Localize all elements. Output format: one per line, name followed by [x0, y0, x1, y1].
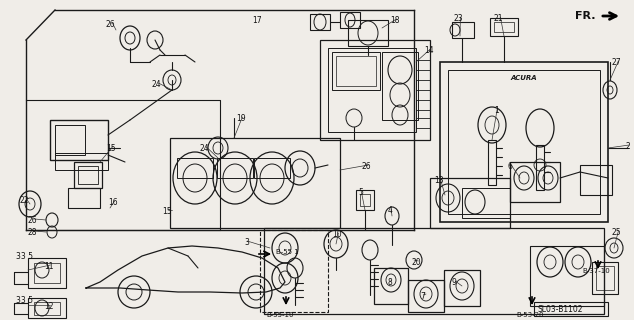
Bar: [360, 194, 370, 206]
Bar: [430, 178, 510, 228]
Text: 10: 10: [332, 230, 342, 239]
Bar: [78, 166, 98, 184]
Bar: [50, 120, 108, 160]
Text: 21: 21: [494, 14, 503, 23]
Text: 18: 18: [390, 16, 399, 25]
Bar: [596, 266, 614, 290]
Bar: [444, 270, 480, 306]
Text: 14: 14: [424, 46, 434, 55]
Text: 3: 3: [244, 238, 249, 247]
Text: 15: 15: [106, 144, 115, 153]
Bar: [462, 188, 510, 218]
Bar: [68, 188, 100, 208]
Text: 25: 25: [612, 228, 621, 237]
Bar: [260, 230, 328, 312]
Text: 9: 9: [452, 278, 457, 287]
Bar: [336, 56, 376, 86]
Text: 17: 17: [252, 16, 262, 25]
Text: 33 5: 33 5: [16, 252, 33, 261]
Bar: [488, 140, 496, 185]
Text: 2: 2: [626, 142, 631, 151]
Bar: [320, 40, 430, 140]
Bar: [170, 138, 340, 228]
Bar: [452, 22, 474, 38]
Bar: [177, 158, 213, 178]
Bar: [310, 14, 330, 30]
Bar: [254, 158, 290, 178]
Bar: [28, 258, 66, 288]
Text: B-55-10: B-55-10: [266, 312, 294, 318]
Bar: [340, 12, 360, 28]
Bar: [494, 22, 514, 32]
Bar: [382, 52, 418, 120]
Bar: [416, 80, 430, 90]
Text: 33 5: 33 5: [16, 296, 33, 305]
Bar: [530, 246, 604, 306]
Bar: [348, 20, 388, 46]
Text: 28: 28: [28, 228, 37, 237]
Bar: [28, 298, 66, 318]
Text: 20: 20: [412, 258, 422, 267]
Text: 4: 4: [388, 206, 393, 215]
Text: 5: 5: [358, 188, 363, 197]
Bar: [328, 48, 416, 132]
Bar: [34, 263, 60, 283]
Text: 26: 26: [362, 162, 372, 171]
Text: 6: 6: [508, 162, 513, 171]
Text: 24: 24: [200, 144, 210, 153]
Text: 23: 23: [454, 14, 463, 23]
Bar: [580, 165, 612, 195]
Bar: [510, 162, 560, 202]
Bar: [34, 302, 60, 315]
Text: 7: 7: [420, 292, 425, 301]
Bar: [356, 190, 374, 210]
Bar: [416, 118, 430, 128]
Text: 19: 19: [236, 114, 245, 123]
Text: 13: 13: [434, 176, 444, 185]
Text: B-37-10: B-37-10: [582, 268, 610, 274]
Bar: [448, 70, 600, 214]
Bar: [74, 162, 102, 188]
Text: FR.: FR.: [574, 11, 595, 21]
Bar: [264, 228, 604, 314]
Text: 16: 16: [108, 198, 118, 207]
Bar: [534, 302, 608, 316]
Text: 27: 27: [612, 58, 621, 67]
Text: 26: 26: [106, 20, 115, 29]
Bar: [592, 262, 618, 294]
Text: SL03-B1102: SL03-B1102: [538, 305, 583, 314]
Bar: [55, 153, 108, 170]
Bar: [374, 268, 408, 304]
Bar: [536, 145, 544, 190]
Text: 1: 1: [494, 106, 499, 115]
Text: 11: 11: [44, 262, 53, 271]
Text: 26: 26: [28, 216, 37, 225]
Text: 22: 22: [20, 196, 30, 205]
Bar: [408, 280, 444, 312]
Text: 12: 12: [44, 302, 53, 311]
Bar: [416, 100, 430, 110]
Text: 15: 15: [162, 207, 172, 216]
Text: B-53-20: B-53-20: [516, 312, 543, 318]
Text: B-55 1: B-55 1: [276, 249, 299, 255]
Bar: [440, 62, 608, 222]
Bar: [332, 52, 380, 90]
Bar: [416, 60, 430, 70]
Bar: [55, 125, 85, 155]
Bar: [217, 158, 253, 178]
Text: ACURA: ACURA: [511, 75, 537, 81]
Text: 8: 8: [388, 278, 392, 287]
Bar: [490, 18, 518, 36]
Text: 24: 24: [152, 80, 162, 89]
